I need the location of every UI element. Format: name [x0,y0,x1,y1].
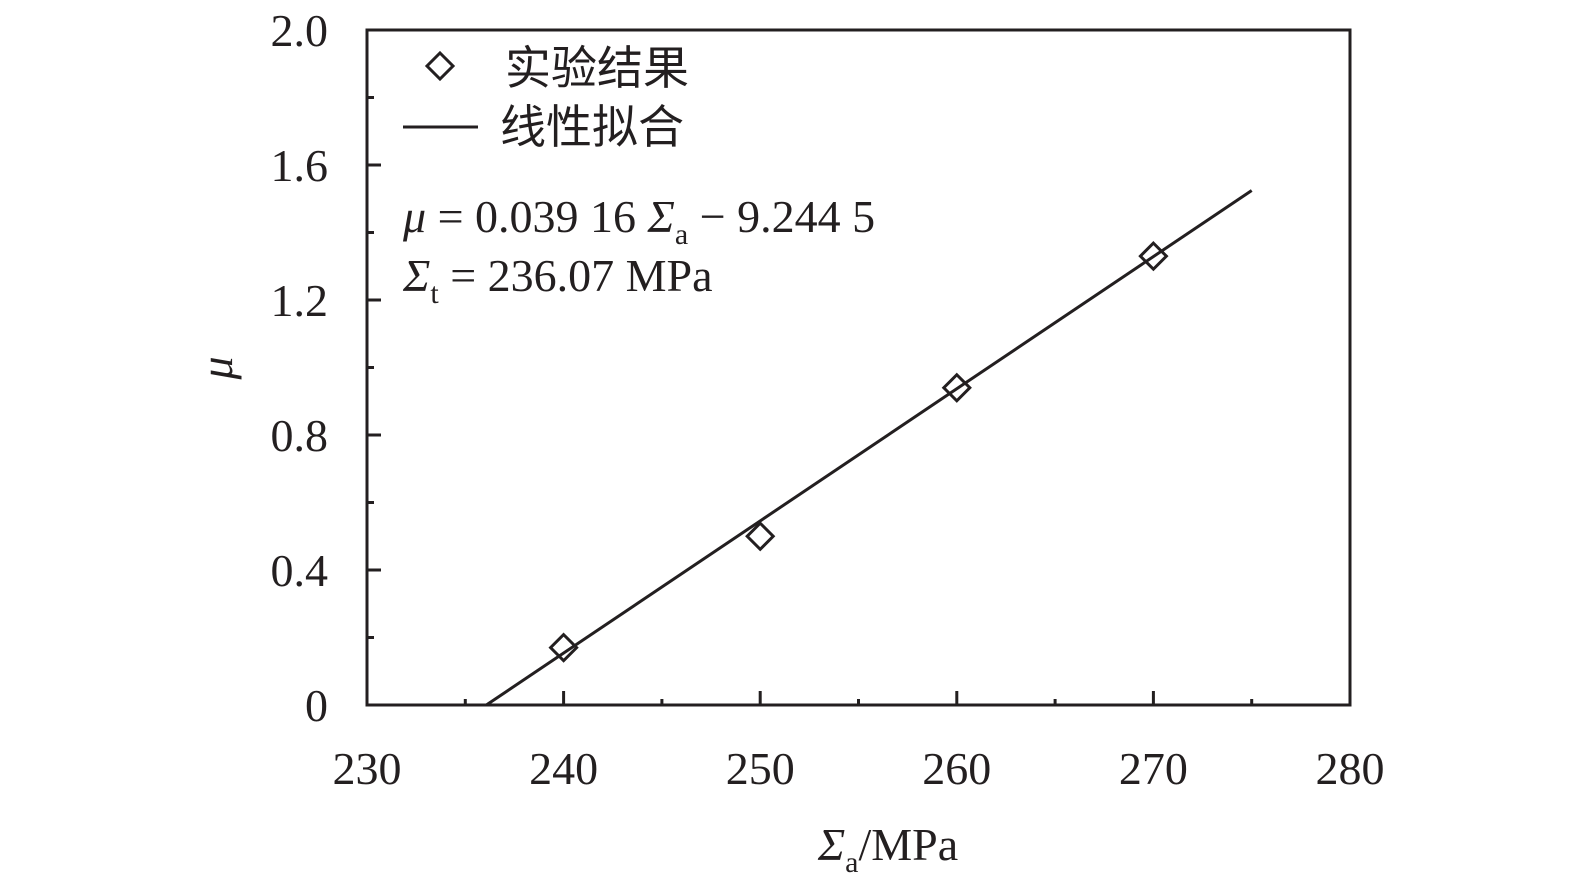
legend: 实验结果 线性拟合 [403,41,689,154]
x-tick-label: 230 [333,743,402,794]
annotation-equation: μ = 0.039 16 Σa − 9.244 5 [402,191,875,251]
data-point-diamond [1138,241,1169,272]
thr-sym: Σ [402,250,430,301]
svg-text:Σt = 236.07 MPa: Σt = 236.07 MPa [402,250,713,310]
legend-label-fit: 线性拟合 [500,100,684,154]
data-point-diamond [941,372,972,403]
marks [485,189,1253,707]
y-tick-label: 2.0 [271,5,329,56]
eq-sub: a [675,218,688,251]
x-tick-label: 270 [1119,743,1188,794]
x-tick-label: 280 [1316,743,1385,794]
svg-text:μ = 0.039 16 Σa − 9.244 5: μ = 0.039 16 Σa − 9.244 5 [402,191,875,251]
y-tick-label: 1.2 [271,275,329,326]
annotation-threshold: Σt = 236.07 MPa [402,250,713,310]
x-tick-label: 240 [529,743,598,794]
y-axis-label: μ [191,356,242,380]
data-point-diamond [548,632,579,663]
y-tick-label: 0.4 [271,545,329,596]
x-axis-label: Σa/MPa [817,819,958,879]
axes: 230 240 250 260 270 280 0 0.4 0.8 1.2 1.6 2.0 [271,5,1385,794]
x-label-unit: /MPa [858,819,958,870]
data-point-diamond [745,521,776,552]
x-tick-label: 250 [726,743,795,794]
eq-rhs: − 9.244 5 [688,191,875,242]
x-tick-label: 260 [922,743,991,794]
thr-rhs: = 236.07 MPa [439,250,713,301]
y-tick-label: 1.6 [271,140,329,191]
x-label-sym: Σ [817,819,845,870]
y-tick-label: 0.8 [271,410,329,461]
x-label-sub: a [845,846,858,879]
fit-line [485,189,1253,707]
y-tick-label: 0 [305,680,328,731]
thr-sub: t [430,277,439,310]
eq-mid: = 0.039 16 [426,191,647,242]
eq-sym: Σ [647,191,675,242]
legend-label-experiment: 实验结果 [505,41,689,95]
legend-diamond-marker [424,50,456,82]
eq-lhs: μ [402,191,426,242]
